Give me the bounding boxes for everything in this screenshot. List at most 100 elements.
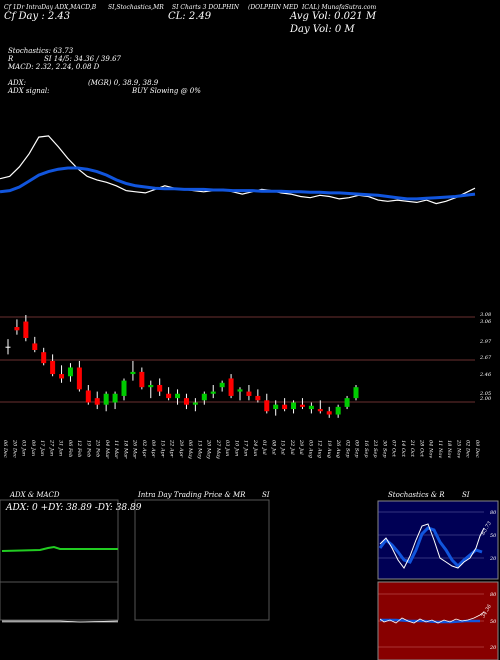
candle-body	[219, 382, 225, 388]
date-tick-label: 12 Feb	[76, 440, 82, 457]
rsi-smooth-line	[380, 618, 480, 624]
date-tick-label: 22 Apr	[169, 439, 175, 458]
date-tick-label: 12 Aug	[317, 440, 323, 458]
candle-body	[130, 371, 136, 375]
date-tick-label: 03 Jun	[224, 440, 230, 456]
date-tick-label: 18 Nov	[446, 440, 452, 458]
macd-value: MACD: 2.32, 2.24, 0.08 D	[8, 63, 100, 71]
date-tick-label: 23 Sep	[372, 439, 378, 458]
date-tick-label: 09 Jan	[30, 440, 36, 456]
date-tick-label: 04 Mar	[104, 440, 110, 459]
candle-body	[175, 393, 181, 399]
candle-body	[5, 346, 11, 348]
candle-body	[317, 409, 323, 412]
date-tick-label: 10 Jun	[233, 440, 239, 456]
date-tick-label: 25 Feb	[95, 439, 101, 457]
header-title: Cf 1Dr IntraDay ADX,MACD,B	[4, 4, 97, 11]
candle-body	[23, 321, 29, 338]
candle-body	[59, 374, 65, 379]
price-tick-label: 2.97	[479, 339, 492, 345]
stoch-k-line	[379, 523, 485, 569]
adx-panel-frame	[0, 499, 119, 621]
intraday-panel-frame	[134, 499, 270, 621]
date-tick-label: 06 Feb	[67, 440, 73, 457]
candle-body	[210, 391, 216, 394]
date-tick-label: 21 Oct	[409, 439, 415, 458]
intraday-panel-title: Intra Day Trading Price & MR	[138, 491, 246, 499]
candle-body	[157, 385, 163, 392]
price-tick-label: 3.06	[480, 319, 492, 325]
candle-body	[299, 404, 305, 407]
header-symbol: SI Charts 3 DOLPHIN	[172, 4, 240, 11]
date-tick-label: 29 Jul	[298, 439, 304, 455]
candle-body	[103, 393, 109, 405]
date-tick-label: 06 Dec	[2, 440, 8, 458]
close-text: CL: 2.49	[168, 11, 212, 22]
date-tick-label: 02 Sep	[344, 440, 350, 458]
date-tick-label: 14 Oct	[400, 440, 406, 458]
rsi-tick-label: 80	[490, 592, 497, 598]
si-prefix: R	[8, 55, 14, 63]
date-tick-label: 22 Jul	[289, 439, 295, 455]
price-tick-label: 2.00	[479, 396, 492, 402]
candle-body	[67, 367, 73, 377]
header-indicators: SI,Stochastics,MR	[108, 4, 164, 11]
day-volume: Day Vol: 0 M	[290, 24, 355, 35]
candle-body	[335, 406, 341, 415]
date-tick-label: 26 Aug	[335, 439, 341, 458]
date-tick-label: 30 Sep	[381, 440, 387, 458]
candle-body	[192, 402, 198, 405]
adx-readout: ADX: 0 +DY: 38.89 -DY: 38.89	[6, 503, 142, 513]
adx-label: ADX:	[8, 79, 27, 87]
adx-line	[1, 545, 118, 552]
date-tick-label: 17 Jan	[39, 440, 45, 456]
buy-signal: BUY Slowing @ 0%	[132, 87, 201, 95]
price-tick-label: 3.08	[480, 312, 491, 318]
rsi-line	[379, 611, 485, 624]
date-tick-label: 27 May	[215, 439, 221, 459]
intraday-panel-si: SI	[262, 491, 270, 499]
avg-volume: Avg Vol: 0.021 M	[290, 11, 377, 22]
date-tick-label: 01 Jul	[261, 440, 267, 455]
adx-panel-title: ADX & MACD	[10, 491, 60, 499]
candle-body	[255, 395, 261, 401]
change-text: Cf Day : 2.43	[4, 11, 71, 22]
date-tick-label: 02 Dec	[465, 440, 471, 458]
date-tick-label: 26 Mar	[132, 439, 138, 459]
candle-body	[14, 327, 20, 331]
header-company: (DOLPHIN MED	[248, 4, 299, 11]
rsi-tick-label: 50	[490, 619, 497, 625]
date-tick-label: 17 Jun	[243, 440, 249, 456]
stoch-panel-title: Stochastics & R	[388, 491, 445, 499]
indicator-blue-line	[0, 166, 476, 201]
candle-body	[148, 385, 154, 388]
date-tick-label: 31 Jan	[58, 440, 64, 456]
stoch-tick-label: 50	[490, 533, 497, 539]
candle-body	[326, 411, 332, 415]
date-tick-label: 29 Apr	[178, 439, 184, 458]
date-tick-label: 19 Feb	[85, 440, 91, 457]
date-tick-label: 20 May	[206, 439, 212, 459]
date-tick-label: 09 Sep	[354, 440, 360, 458]
date-tick-label: 09 Dec	[474, 440, 480, 458]
adx-signal-label: ADX signal:	[8, 87, 50, 95]
date-tick-label: 11 Mar	[113, 440, 119, 459]
candle-body	[94, 398, 100, 405]
rsi-tick-label: 20	[489, 645, 497, 651]
date-tick-label: 20 Dec	[11, 439, 17, 458]
candle-body	[201, 393, 207, 401]
date-tick-label: 24 Jun	[252, 439, 258, 456]
stoch-tick-label: 20	[489, 556, 497, 562]
macd-line	[2, 620, 119, 623]
candle-body	[264, 400, 270, 412]
date-tick-label: 27 Jan	[48, 439, 54, 456]
candle-body	[41, 352, 47, 364]
date-tick-label: 16 Sep	[363, 440, 369, 458]
candle-body	[291, 402, 297, 410]
stoch-panel-frame	[377, 500, 499, 580]
candle-body	[353, 387, 359, 399]
date-tick-label: 13 May	[196, 440, 202, 459]
candle-body	[183, 398, 189, 405]
candle-body	[50, 360, 56, 375]
